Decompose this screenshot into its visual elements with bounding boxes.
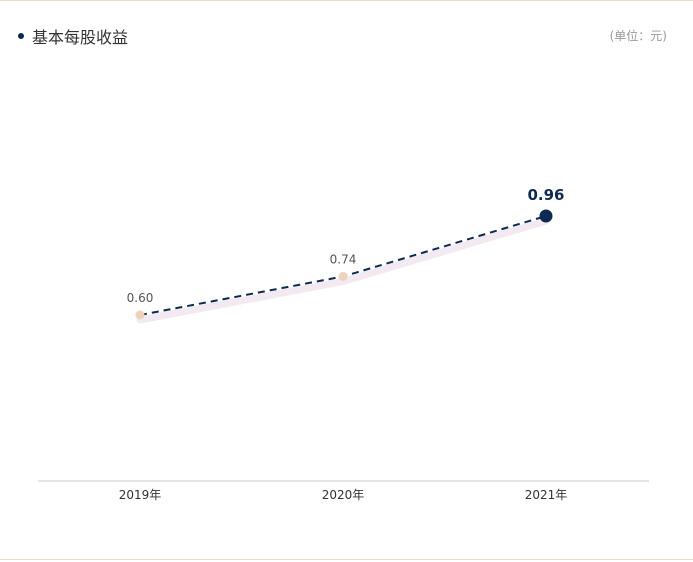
bottom-divider <box>0 559 693 560</box>
data-point-2019年 <box>135 310 145 320</box>
data-label-2021年: 0.96 <box>527 186 564 204</box>
x-tick-label: 2020年 <box>322 488 365 502</box>
data-label-2020年: 0.74 <box>330 253 357 267</box>
chart-header: 基本每股收益 <box>18 24 128 48</box>
series-line-shadow <box>136 217 550 324</box>
data-point-2020年 <box>338 272 348 281</box>
x-tick-label: 2019年 <box>119 488 162 502</box>
top-divider <box>0 0 693 1</box>
x-tick-label: 2021年 <box>525 488 568 502</box>
data-point-2021年 <box>539 209 553 223</box>
title-bullet-icon <box>18 33 24 39</box>
chart-title: 基本每股收益 <box>32 28 129 47</box>
data-label-2019年: 0.60 <box>127 291 154 305</box>
unit-label: (单位：元) <box>609 29 667 43</box>
